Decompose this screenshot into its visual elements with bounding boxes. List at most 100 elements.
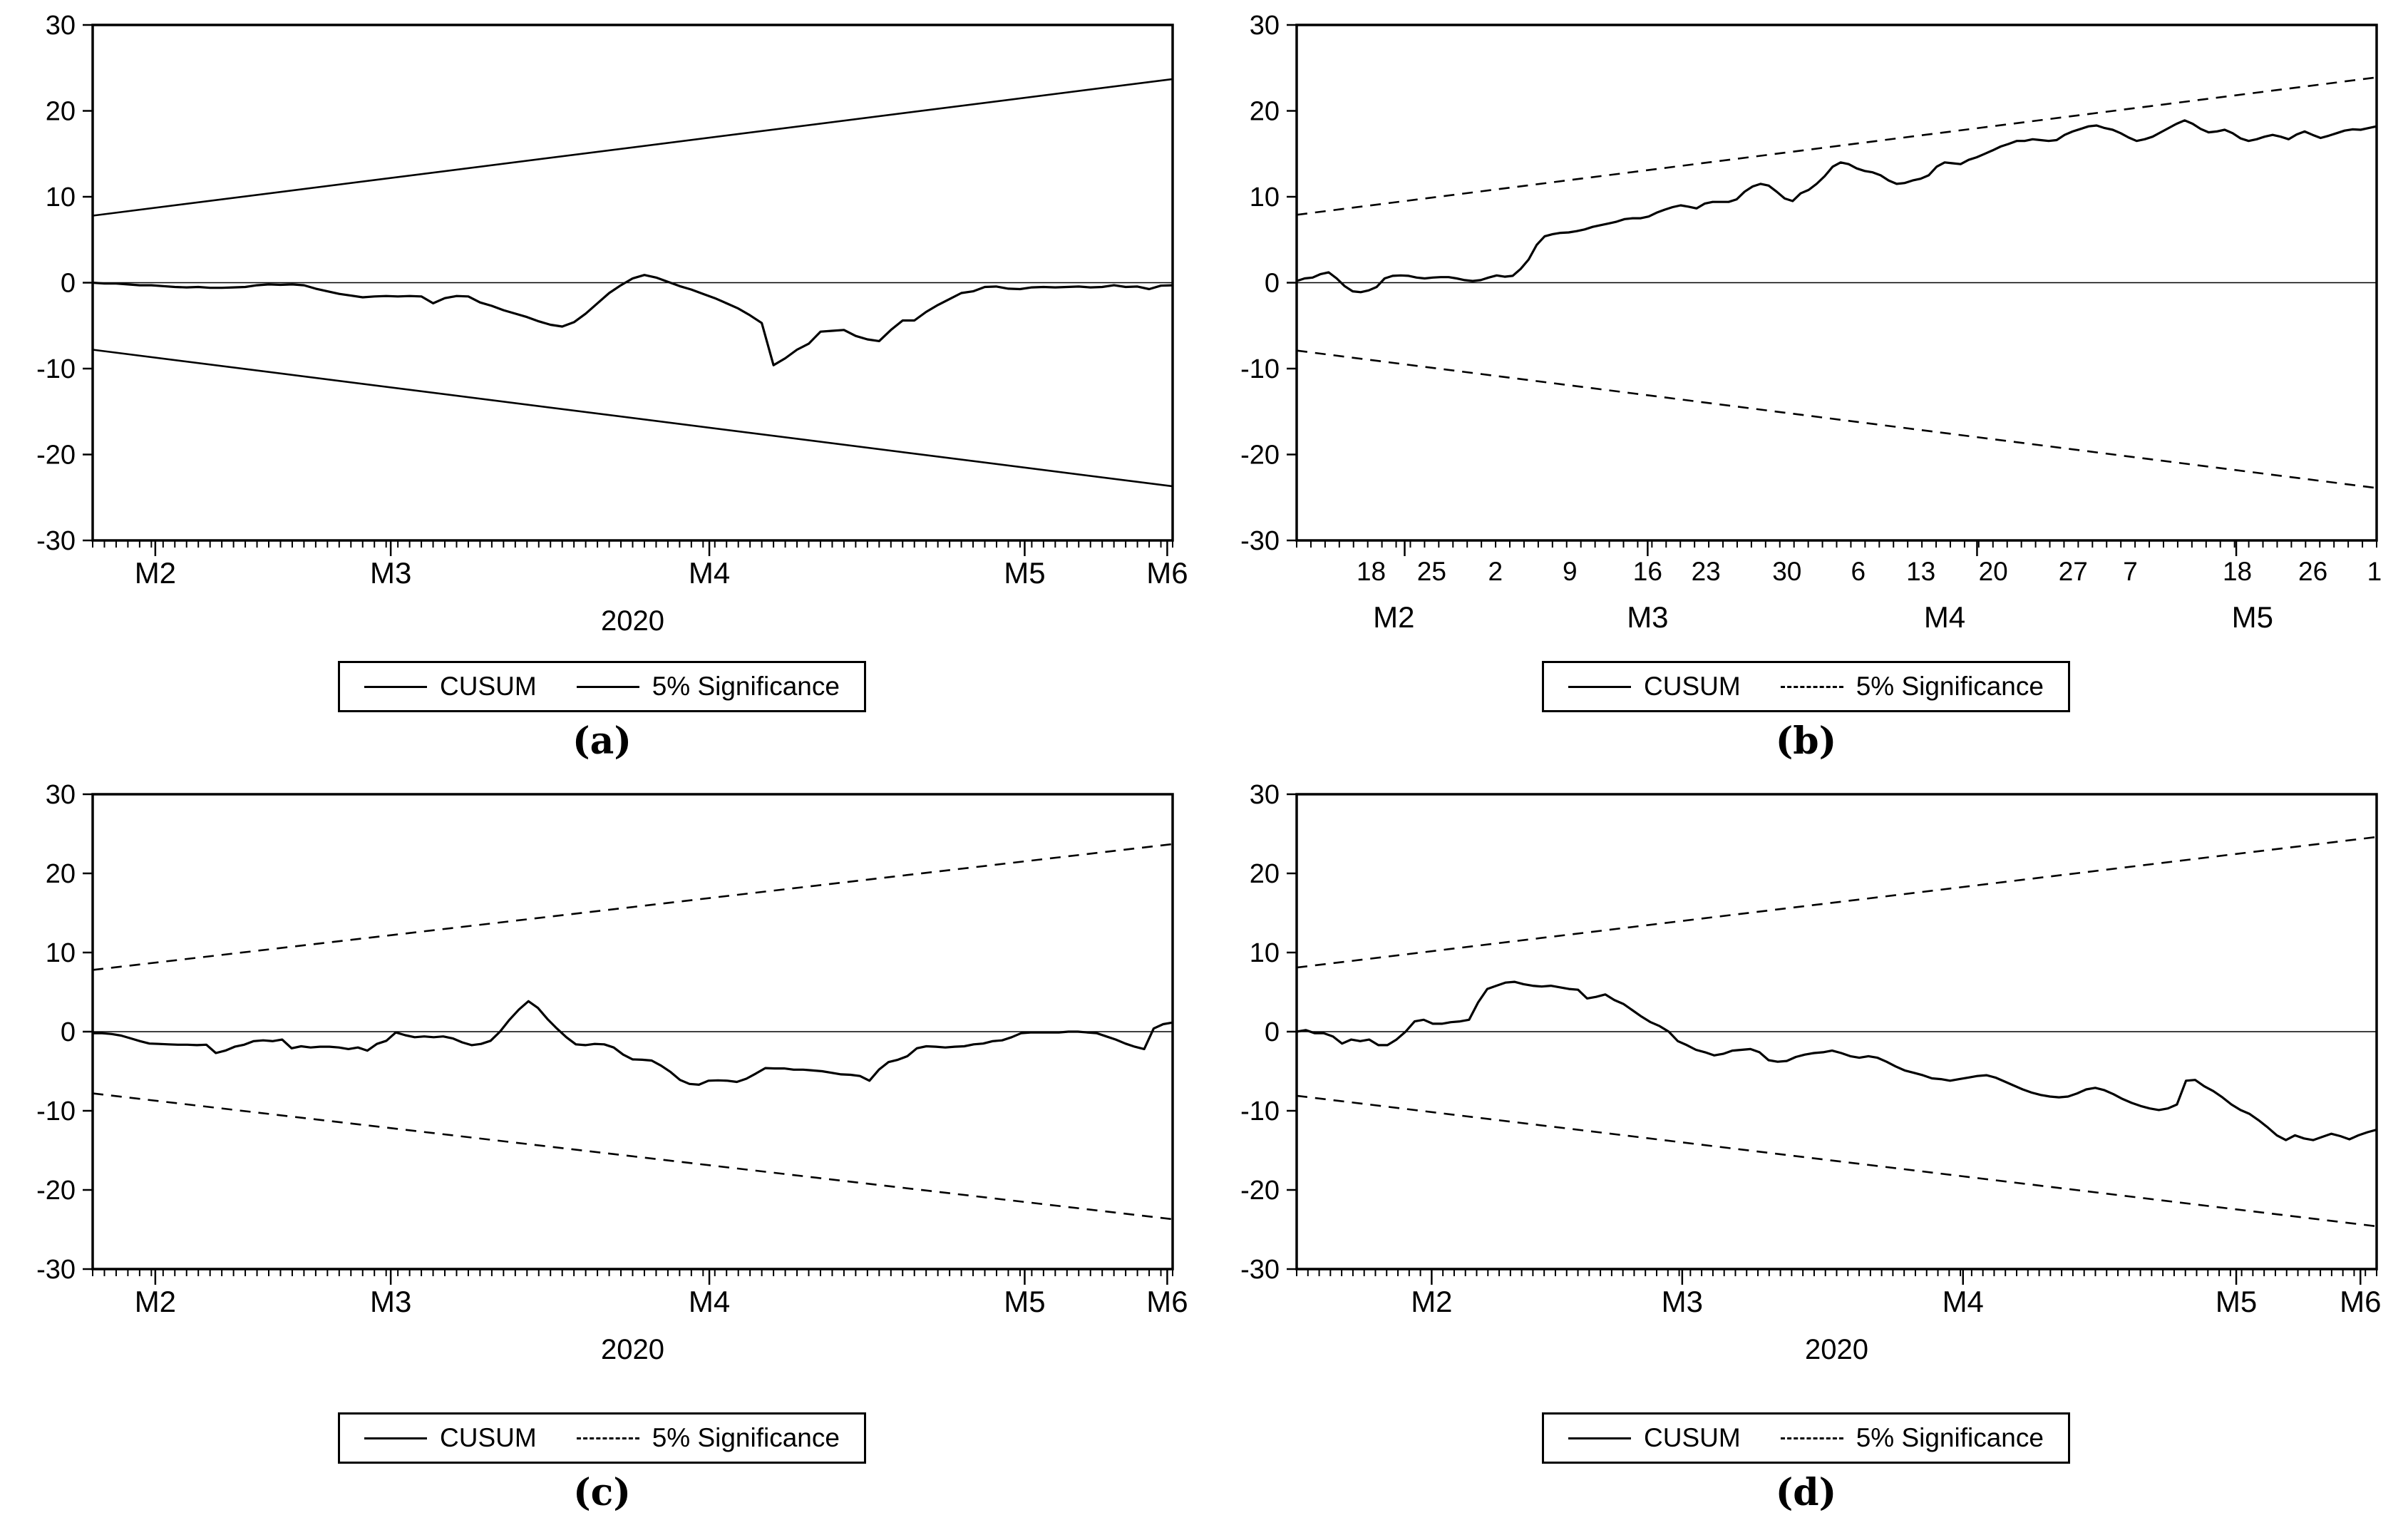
x-date-label: 26 — [2298, 557, 2327, 586]
panel-b-letter: (b) — [1775, 719, 1837, 763]
cusum-legend-label: CUSUM — [1644, 672, 1741, 701]
significance-legend-label: 5% Significance — [1856, 1423, 2044, 1452]
y-tick-label: 30 — [1250, 11, 1280, 41]
panel-a: 30 20 10 0 -10 -20 -30 M2 M3 M4 M5 M6 2020 CUSUM 5% … — [0, 0, 1204, 770]
x-date-label: 18 — [2223, 557, 2252, 586]
x-date-label: 1 — [2367, 557, 2382, 586]
significance-line-key — [576, 685, 639, 688]
cusum-line-key — [364, 1437, 428, 1439]
x-date-label: 7 — [2123, 557, 2138, 586]
x-month-label: M3 — [1627, 600, 1668, 634]
x-date-label: 2 — [1488, 557, 1503, 586]
y-tick-label: 10 — [46, 183, 76, 212]
cusum-legend-label: CUSUM — [440, 672, 537, 701]
x-month-label: M6 — [1146, 556, 1188, 590]
panel-b-legend: CUSUM 5% Significance — [1542, 661, 2070, 712]
cusum-legend-label: CUSUM — [1644, 1423, 1741, 1452]
panel-c: 30 20 10 0 -10 -20 -30 M2 M3 M4 M5 M6 2020 CUSUM 5% … — [0, 770, 1204, 1540]
y-tick-label: 20 — [1250, 97, 1280, 127]
y-tick-label: 10 — [1250, 183, 1280, 212]
x-date-label: 20 — [1979, 557, 2008, 586]
significance-legend-label: 5% Significance — [652, 1423, 840, 1452]
panel-b: 30 20 10 0 -10 -20 -30 18 25 2 9 16 23 30 6 13 20 27 7 18 26… — [1204, 0, 2408, 770]
y-tick-label: 30 — [1250, 780, 1280, 810]
y-tick-label: 0 — [61, 269, 76, 299]
significance-upper-line — [1296, 836, 2377, 969]
y-tick-label: -30 — [36, 526, 76, 556]
x-month-label: M2 — [135, 1285, 176, 1318]
y-tick-label: 10 — [46, 938, 76, 968]
x-month-label: M2 — [1373, 600, 1414, 634]
y-tick-label: 0 — [61, 1017, 76, 1047]
y-tick-label: -10 — [36, 354, 76, 384]
y-tick-label: 30 — [46, 11, 76, 41]
panel-c-chart: 30 20 10 0 -10 -20 -30 M2 M3 M4 M5 M6 2020 — [36, 780, 1188, 1365]
cusum-line-key — [364, 685, 428, 688]
panel-c-legend: CUSUM 5% Significance — [338, 1412, 866, 1464]
y-tick-label: 0 — [1265, 269, 1280, 299]
x-month-label: M5 — [2232, 600, 2273, 634]
cusum-line-key — [1568, 1437, 1632, 1439]
significance-lower-line — [92, 349, 1173, 488]
cusum-line — [1296, 980, 2377, 1141]
panel-d: 30 20 10 0 -10 -20 -30 M2 M3 M4 M5 M6 2020 CUSUM 5% … — [1204, 770, 2408, 1540]
y-tick-label: -30 — [36, 1255, 76, 1285]
x-month-label: M6 — [2340, 1285, 2381, 1318]
panel-b-chart: 30 20 10 0 -10 -20 -30 18 25 2 9 16 23 30 6 13 20 27 7 18 26… — [1240, 11, 2382, 634]
panel-d-legend: CUSUM 5% Significance — [1542, 1412, 2070, 1464]
panel-a-letter: (a) — [572, 719, 632, 763]
cusum-line-key — [1568, 685, 1632, 688]
x-year-label: 2020 — [601, 1334, 664, 1365]
y-tick-label: 30 — [46, 780, 76, 810]
y-tick-label: 20 — [1250, 859, 1280, 889]
x-date-label: 23 — [1692, 557, 1721, 586]
y-tick-label: -20 — [36, 441, 76, 471]
significance-line-key — [1780, 1437, 1843, 1439]
x-year-label: 2020 — [601, 605, 664, 637]
x-date-label: 6 — [1851, 557, 1866, 586]
y-tick-label: 20 — [46, 859, 76, 889]
x-date-label: 27 — [2059, 557, 2088, 586]
x-month-label: M4 — [1943, 1285, 1984, 1318]
x-month-label: M5 — [1004, 1285, 1045, 1318]
x-date-label: 13 — [1906, 557, 1935, 586]
significance-lower-line — [1296, 1094, 2377, 1228]
panel-d-letter: (d) — [1775, 1471, 1837, 1514]
significance-legend-label: 5% Significance — [652, 672, 840, 701]
x-date-label: 18 — [1357, 557, 1386, 586]
cusum-line — [92, 274, 1173, 366]
significance-lower-line — [1296, 349, 2377, 489]
y-tick-label: -20 — [1240, 1176, 1280, 1206]
significance-upper-line — [92, 843, 1173, 971]
x-month-label: M5 — [1004, 556, 1045, 590]
panel-d-chart: 30 20 10 0 -10 -20 -30 M2 M3 M4 M5 M6 2020 — [1240, 780, 2381, 1365]
significance-upper-line — [92, 78, 1173, 217]
cusum-legend-label: CUSUM — [440, 1423, 537, 1452]
panel-a-legend: CUSUM 5% Significance — [338, 661, 866, 712]
x-month-label: M5 — [2216, 1285, 2257, 1318]
significance-line-key — [1780, 685, 1843, 688]
x-month-label: M4 — [689, 1285, 730, 1318]
x-month-label: M3 — [370, 1285, 411, 1318]
significance-upper-line — [1296, 76, 2377, 216]
cusum-line — [93, 1000, 1173, 1086]
x-month-label: M2 — [135, 556, 176, 590]
x-month-label: M3 — [1662, 1285, 1703, 1318]
x-month-label: M3 — [370, 556, 411, 590]
panel-a-chart: 30 20 10 0 -10 -20 -30 M2 M3 M4 M5 M6 2020 — [36, 11, 1188, 637]
significance-line-key — [576, 1437, 639, 1439]
x-month-label: M6 — [1146, 1285, 1188, 1318]
y-tick-label: -30 — [1240, 1255, 1280, 1285]
y-tick-label: 20 — [46, 97, 76, 127]
x-date-label: 25 — [1417, 557, 1446, 586]
x-month-label: M4 — [1924, 600, 1965, 634]
y-tick-label: -10 — [1240, 1097, 1280, 1126]
x-date-label: 16 — [1633, 557, 1662, 586]
y-tick-label: -10 — [1240, 354, 1280, 384]
significance-lower-line — [92, 1092, 1173, 1221]
significance-legend-label: 5% Significance — [1856, 672, 2044, 701]
y-tick-label: 0 — [1265, 1017, 1280, 1047]
y-tick-label: -20 — [36, 1176, 76, 1206]
x-month-label: M4 — [689, 556, 730, 590]
